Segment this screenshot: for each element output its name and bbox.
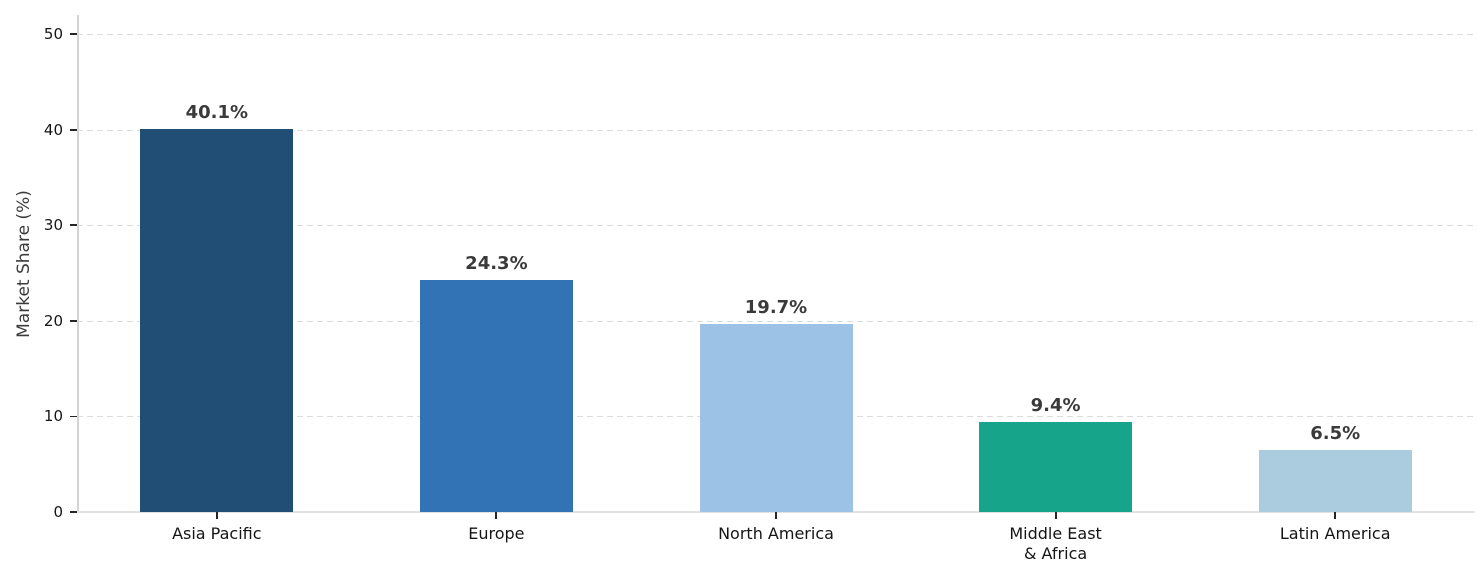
x-tick-label-4: Latin America [1279, 524, 1391, 543]
gridline-y-40 [77, 129, 1475, 131]
y-tick-mark-40 [70, 128, 77, 131]
x-tick-mark-0 [215, 512, 218, 519]
y-tick-label-40: 40 [43, 120, 63, 139]
x-tick-mark-2 [775, 512, 777, 519]
y-tick-label-30: 30 [43, 216, 63, 235]
y-tick-label-50: 50 [43, 25, 63, 44]
y-tick-mark-20 [70, 319, 77, 322]
x-tick-mark-1 [495, 512, 498, 519]
y-tick-label-0: 0 [53, 503, 63, 521]
gridline-y-20 [77, 320, 1475, 322]
bar-0 [140, 128, 294, 512]
bar-1 [419, 279, 573, 512]
y-tick-mark-50 [70, 33, 77, 35]
y-tick-mark-30 [70, 224, 77, 227]
y-tick-mark-10 [70, 415, 77, 418]
bar-value-label-2: 19.7% [744, 296, 808, 318]
y-tick-mark-0 [70, 511, 77, 513]
bar-4 [1258, 449, 1412, 512]
x-tick-label-2: North America [718, 524, 834, 543]
y-tick-label-10: 10 [43, 407, 63, 426]
x-tick-mark-3 [1054, 512, 1057, 519]
bar-3 [979, 422, 1133, 512]
bar-value-label-0: 40.1% [185, 101, 249, 123]
y-axis-title: Market Share (%) [14, 190, 34, 338]
y-axis-spine [77, 15, 79, 512]
plot-area: 0 10 20 30 40 50 40.1% Asia Pacific 24.3% Europe 1… [44, 15, 1475, 563]
x-tick-label-1: Europe [468, 524, 525, 543]
bar-value-label-1: 24.3% [465, 252, 528, 274]
gridline-y-50 [77, 34, 1475, 36]
bar-value-label-4: 6.5% [1310, 422, 1361, 444]
y-tick-label-20: 20 [43, 311, 63, 330]
gridline-y-30 [77, 225, 1475, 227]
bar-2 [699, 323, 853, 512]
x-tick-label-3: Middle East & Africa [1009, 524, 1102, 563]
x-tick-mark-4 [1334, 512, 1337, 519]
x-tick-label-0: Asia Pacific [172, 524, 262, 543]
bar-value-label-3: 9.4% [1030, 395, 1081, 417]
